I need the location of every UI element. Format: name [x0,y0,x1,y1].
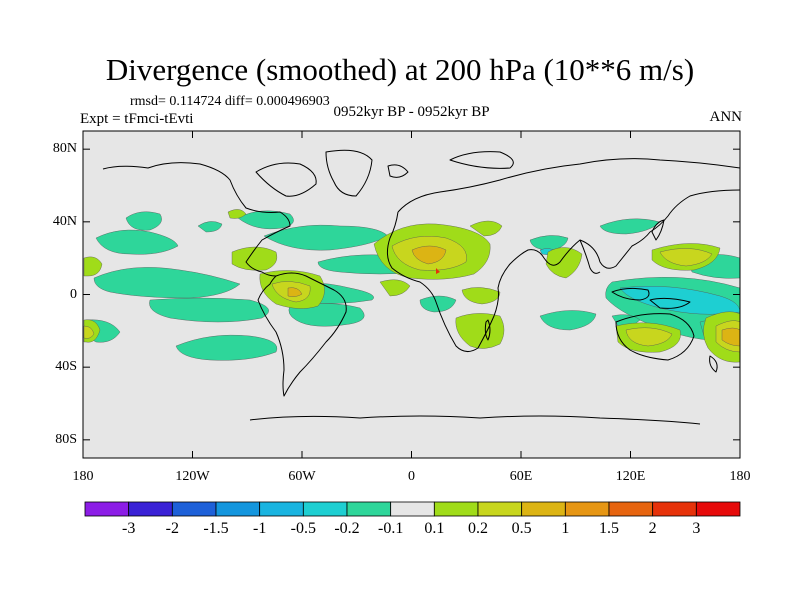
anomaly-region [149,297,269,323]
anomaly-region [288,303,365,327]
colorbar-swatch [433,501,479,517]
anomaly-region [83,256,103,277]
colorbar-label: 0.1 [424,520,445,537]
x-tick-label: 60E [509,469,533,484]
y-axis-ticks [83,148,740,441]
anomaly-region [93,267,241,299]
colorbar-swatch [652,501,697,517]
anomaly-region [721,327,740,347]
anomaly-region [469,220,503,237]
colorbar [84,501,741,517]
colorbar-swatch [128,501,173,517]
divergence-field [83,149,740,425]
stats-line: rmsd= 0.114724 diff= 0.000496903 [130,94,330,109]
coastlines [102,149,740,425]
colorbar-swatch [259,501,304,517]
colorbar-swatch [171,501,217,517]
x-tick-label: 120W [175,469,210,484]
colorbar-swatch [215,501,261,517]
colorbar-label: 2 [648,520,657,537]
season-label: ANN [709,109,743,125]
chart-title: Divergence (smoothed) at 200 hPa (10**6 … [105,52,695,87]
anomaly-region [455,313,505,349]
colorbar-swatch [302,501,348,517]
anomaly-region [461,287,501,305]
colorbar-label: 0.2 [468,520,488,537]
colorbar-label: -0.1 [377,520,404,537]
x-tick-label: 60W [288,469,316,484]
anomaly-region [237,210,294,230]
anomaly-region [411,245,447,265]
colorbar-swatch [477,501,523,517]
colorbar-label: 0.5 [511,520,532,537]
colorbar-swatch [84,501,130,517]
x-tick-label: 180 [72,469,94,484]
anomaly-region [529,235,569,251]
anomaly-region [227,209,247,219]
period-label: 0952kyr BP - 0952kyr BP [333,104,490,120]
anomaly-region [175,334,278,361]
anomaly-region [659,248,713,267]
experiment-label: Expt = tFmci-tEvti [80,111,194,127]
y-tick-label: 40S [55,359,77,375]
y-tick-label: 80S [55,431,77,447]
colorbar-label: -0.2 [334,520,360,537]
anomaly-region [436,268,440,274]
colorbar-label: 1.5 [599,520,619,537]
colorbar-label: 3 [692,520,701,537]
colorbar-label: -1.5 [203,520,229,537]
colorbar-label: -2 [165,520,179,537]
colorbar-swatch [608,501,654,517]
colorbar-label: -3 [121,520,136,537]
anomaly-region [287,287,303,297]
colorbar-label: 1 [561,520,570,537]
anomaly-region [197,221,223,233]
x-axis-ticks [82,131,741,458]
colorbar-label: -1 [252,520,267,537]
y-tick-label: 40N [52,213,77,229]
y-tick-label: 80N [52,141,77,157]
colorbar-label: -0.5 [290,520,316,537]
anomaly-region [599,218,661,235]
colorbar-swatch [521,501,566,517]
anomaly-region [539,310,597,331]
colorbar-swatch [390,501,435,517]
anomaly-region [95,229,179,255]
y-tick-label: 0 [70,286,77,302]
anomaly-region [231,246,278,271]
x-tick-label: 180 [729,469,751,484]
colorbar-swatch [346,501,392,517]
colorbar-swatch [564,501,610,517]
anomaly-region [419,295,457,313]
anomaly-region [379,279,411,297]
x-tick-label: 0 [408,469,415,484]
anomaly-region [83,325,95,339]
anomaly-region [545,247,583,279]
x-tick-label: 120E [615,469,646,484]
colorbar-swatch [695,501,741,517]
anomaly-region [125,211,162,231]
anomaly-region [625,327,673,347]
